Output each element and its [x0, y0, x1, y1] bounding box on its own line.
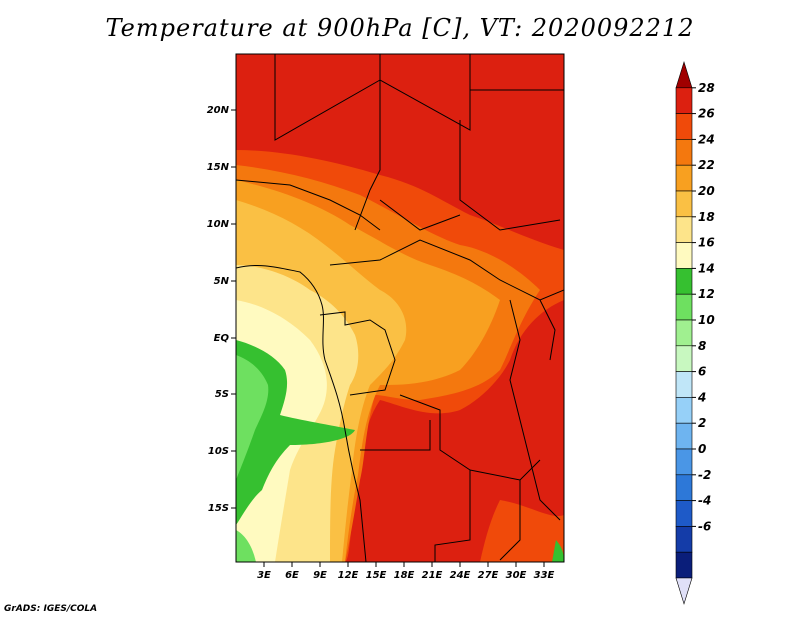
lon-label: 6E: [285, 570, 299, 581]
colorbar-label: 4: [697, 390, 706, 404]
lat-label: 15N: [207, 162, 230, 173]
colorbar-label: 8: [698, 339, 706, 353]
colorbar-label: 22: [698, 158, 715, 172]
credit-text: GrADS: IGES/COLA: [4, 604, 98, 614]
colorbar-label: -2: [698, 468, 711, 482]
colorbar-swatch: [675, 60, 693, 89]
lon-label: 30E: [506, 570, 527, 581]
band-24-26-south: [480, 500, 564, 562]
lon-label: 33E: [534, 570, 555, 581]
lat-label: 10N: [207, 219, 230, 230]
temperature-field: [236, 54, 564, 562]
lat-axis: [231, 109, 236, 509]
colorbar-label: 0: [698, 442, 706, 456]
colorbar-label: 20: [698, 184, 715, 198]
colorbar-label: 24: [698, 132, 715, 146]
colorbar-swatch: [675, 293, 693, 321]
colorbar-label: 6: [698, 365, 706, 379]
band-10-12: [236, 355, 269, 480]
colorbar-swatch: [675, 474, 693, 501]
colorbar-swatch: [675, 242, 693, 269]
colorbar-label: -6: [698, 519, 711, 533]
colorbar-label: 16: [698, 236, 715, 250]
lat-label: 15S: [208, 503, 229, 514]
colorbar-swatch: [675, 190, 693, 218]
band-12-14-se: [552, 540, 564, 562]
colorbar: [675, 60, 693, 605]
colorbar-swatch: [675, 87, 693, 114]
colorbar-swatch: [675, 500, 693, 527]
map-frame: [235, 53, 565, 563]
colorbar-swatch: [675, 139, 693, 166]
lat-label: 20N: [207, 105, 230, 116]
colorbar-swatch: [675, 216, 693, 243]
lat-label: 10S: [208, 446, 229, 457]
colorbar-swatch: [675, 268, 693, 295]
lon-label: 18E: [394, 570, 415, 581]
lon-axis: [263, 562, 545, 567]
colorbar-label: 2: [698, 416, 706, 430]
colorbar-swatch: [675, 551, 693, 579]
lat-labels: 20N 15N 10N 5N EQ 5S 10S 15S: [207, 105, 230, 514]
band-10-12-south: [236, 530, 256, 562]
colorbar-label: 18: [698, 210, 715, 224]
lat-label: 5S: [215, 389, 229, 400]
colorbar-swatch: [675, 164, 693, 192]
colorbar-swatch: [675, 448, 693, 476]
lon-label: 21E: [422, 570, 443, 581]
lon-label: 9E: [313, 570, 327, 581]
borders: [236, 54, 564, 562]
lat-label: EQ: [214, 333, 230, 344]
colorbar-swatch: [675, 422, 693, 450]
colorbar-swatch: [675, 577, 693, 605]
colorbar-swatch: [675, 345, 693, 372]
colorbar-label: 28: [698, 81, 715, 95]
lon-label: 3E: [257, 570, 271, 581]
lon-label: 27E: [478, 570, 499, 581]
lon-label: 15E: [366, 570, 387, 581]
lon-labels: 3E 6E 9E 12E 15E 18E 21E 24E 27E 30E 33E: [257, 570, 554, 581]
chart-title: Temperature at 900hPa [C], VT: 202009221…: [105, 14, 695, 42]
colorbar-label: 14: [698, 261, 715, 275]
colorbar-swatch: [675, 526, 693, 553]
lon-label: 24E: [450, 570, 471, 581]
colorbar-swatch: [675, 319, 693, 347]
colorbar-swatch: [675, 113, 693, 140]
colorbar-label: 26: [698, 107, 715, 121]
lat-label: 5N: [214, 276, 230, 287]
colorbar-swatch: [675, 397, 693, 424]
colorbar-swatch: [675, 371, 693, 398]
colorbar-label: -4: [698, 494, 711, 508]
lon-label: 12E: [338, 570, 359, 581]
colorbar-label: 10: [698, 313, 715, 327]
colorbar-label: 12: [698, 287, 715, 301]
